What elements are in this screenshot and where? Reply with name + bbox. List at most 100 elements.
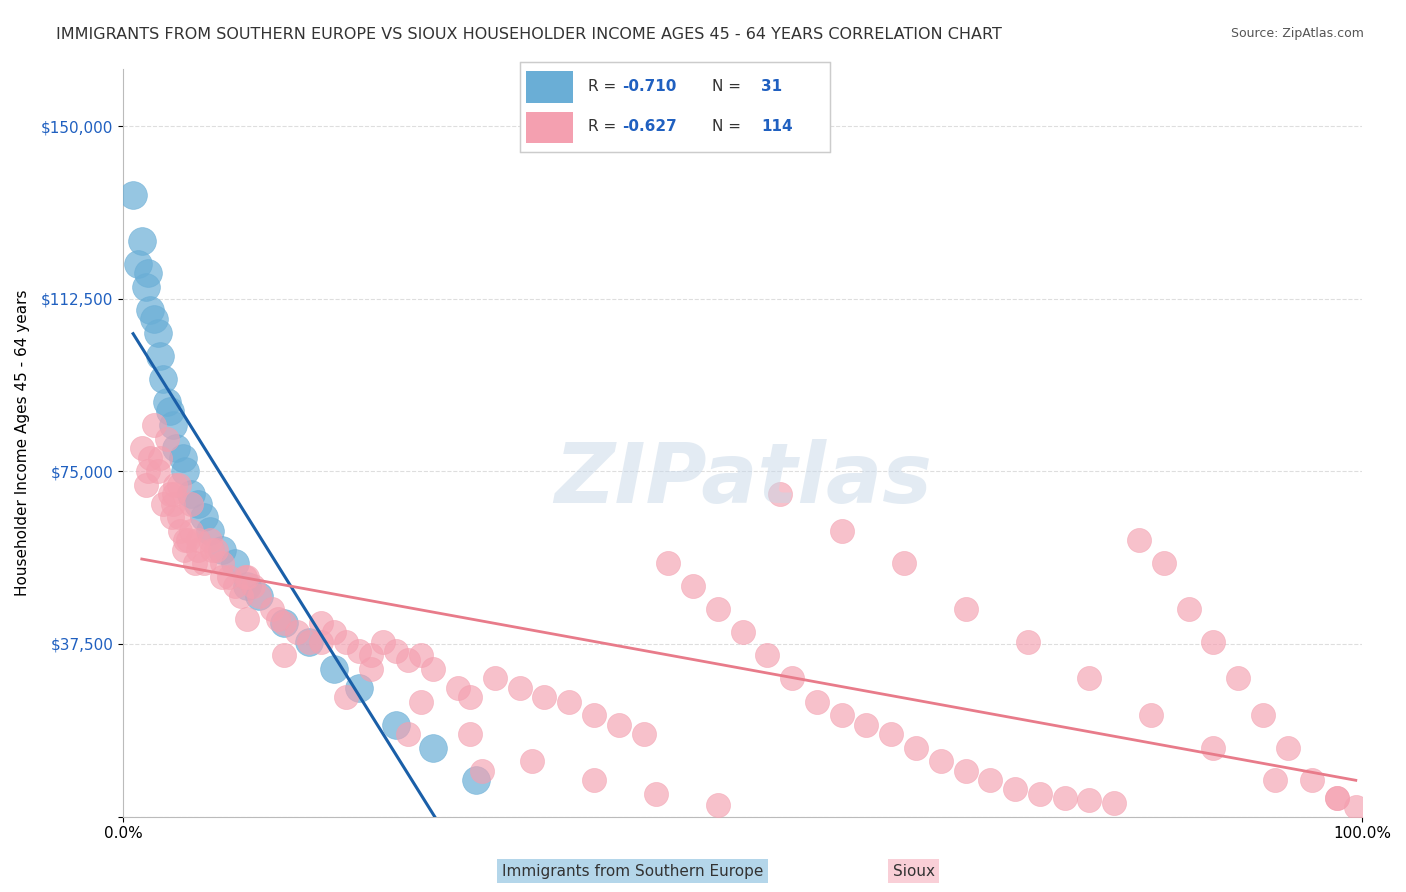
Point (139, 450, 162, 465)
Point (1078, 672, 1101, 686)
Point (131, 442, 153, 456)
Text: ZIPatlas: ZIPatlas (554, 440, 932, 520)
Point (160, 510, 183, 524)
Y-axis label: Householder Income Ages 45 - 64 years: Householder Income Ages 45 - 64 years (15, 289, 30, 596)
Text: -0.627: -0.627 (623, 120, 678, 134)
Point (1053, 791, 1076, 805)
Point (273, 648, 295, 663)
Point (127, 257, 149, 271)
Point (211, 570, 233, 584)
Point (180, 497, 202, 511)
Point (249, 589, 271, 603)
Point (155, 432, 177, 446)
Point (298, 634, 321, 648)
Point (1326, 791, 1348, 805)
Text: Sioux: Sioux (893, 863, 935, 879)
Point (155, 395, 177, 409)
Text: Source: ZipAtlas.com: Source: ZipAtlas.com (1230, 27, 1364, 40)
Point (224, 579, 246, 593)
Point (167, 478, 190, 492)
Point (769, 487, 792, 501)
Point (347, 681, 370, 695)
Point (471, 764, 494, 778)
Point (311, 634, 333, 648)
Point (260, 602, 283, 616)
Point (409, 694, 432, 708)
Point (893, 557, 915, 571)
Point (249, 589, 271, 603)
Point (198, 524, 221, 538)
Point (458, 690, 481, 704)
Point (236, 612, 259, 626)
Text: N =: N = (711, 120, 741, 134)
Point (176, 533, 198, 548)
Point (1102, 796, 1125, 810)
Point (465, 772, 488, 787)
Point (1202, 634, 1225, 648)
Point (1264, 772, 1286, 787)
Point (211, 542, 233, 557)
Point (955, 602, 977, 616)
Point (149, 450, 172, 465)
Point (229, 589, 252, 603)
Point (285, 625, 308, 640)
Point (384, 717, 406, 731)
Point (143, 418, 166, 433)
Point (806, 694, 828, 708)
Point (422, 740, 444, 755)
Point (335, 690, 357, 704)
Point (1128, 533, 1150, 548)
Point (1301, 772, 1323, 787)
Point (184, 557, 207, 571)
Point (193, 510, 215, 524)
Point (360, 648, 382, 663)
Point (162, 418, 184, 433)
Point (167, 510, 190, 524)
Point (233, 570, 256, 584)
Point (298, 634, 321, 648)
Point (335, 634, 357, 648)
Point (1153, 557, 1175, 571)
Point (1078, 793, 1101, 807)
Point (1227, 672, 1250, 686)
Point (509, 681, 531, 695)
Point (582, 772, 605, 787)
Point (447, 681, 470, 695)
Point (136, 464, 159, 478)
Point (146, 464, 169, 478)
Point (163, 487, 186, 501)
Point (173, 542, 195, 557)
Point (422, 662, 444, 676)
Point (273, 616, 295, 631)
Point (131, 234, 153, 248)
Point (396, 727, 419, 741)
Text: N =: N = (711, 79, 741, 94)
Point (360, 662, 382, 676)
Point (347, 644, 370, 658)
Point (198, 533, 221, 548)
Point (1029, 787, 1052, 801)
Point (322, 625, 344, 640)
Point (682, 579, 704, 593)
Point (1277, 740, 1299, 755)
Point (186, 533, 208, 548)
Point (731, 625, 754, 640)
Point (201, 542, 224, 557)
Point (139, 303, 162, 318)
Point (929, 755, 952, 769)
Point (1177, 602, 1199, 616)
Bar (526, 112, 572, 143)
Point (174, 533, 197, 548)
Point (582, 708, 605, 723)
Point (1344, 800, 1367, 814)
Point (211, 557, 233, 571)
Point (855, 717, 877, 731)
Point (707, 798, 730, 813)
Point (134, 280, 156, 294)
Point (384, 644, 406, 658)
Point (193, 557, 215, 571)
Point (166, 442, 188, 456)
Point (165, 478, 187, 492)
Point (1251, 708, 1274, 723)
Point (780, 672, 803, 686)
